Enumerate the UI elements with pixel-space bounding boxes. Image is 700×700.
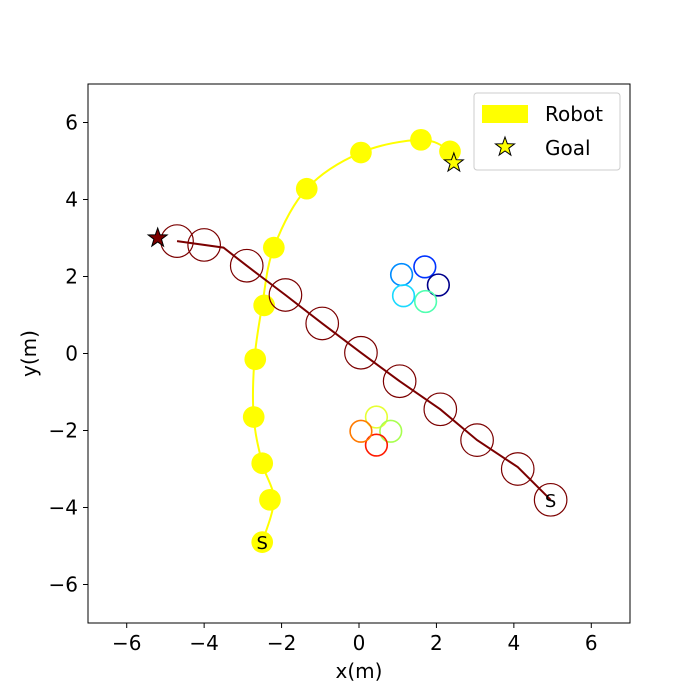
agent-position <box>460 423 494 457</box>
agent-position <box>268 278 303 312</box>
agent-position <box>229 248 264 283</box>
x-tick-label: 0 <box>353 631 366 655</box>
x-axis-label: x(m) <box>336 659 383 683</box>
robot-position <box>251 531 274 553</box>
robot-position <box>253 294 275 317</box>
obstacle-circle <box>389 262 414 287</box>
agent-trajectory <box>176 240 552 501</box>
robot-goal-star <box>442 151 465 173</box>
robot-start-label: S <box>256 533 267 554</box>
x-tick-label: 4 <box>507 631 520 655</box>
agent-position <box>500 452 535 486</box>
y-axis-label: y(m) <box>17 330 41 377</box>
obstacle-circle <box>391 284 416 308</box>
legend-robot-label: Robot <box>545 102 603 126</box>
x-tick-label: 2 <box>430 631 443 655</box>
x-tick-label: 6 <box>585 631 598 655</box>
robot-trajectory <box>252 138 455 543</box>
robot-position <box>410 128 432 151</box>
agent-position <box>533 482 568 517</box>
robot-position <box>350 141 372 164</box>
markers-layer: SS <box>146 151 556 554</box>
legend-goal-label: Goal <box>545 136 591 160</box>
robot-position <box>439 140 461 163</box>
robot-position <box>242 406 265 428</box>
y-tick-label: 6 <box>65 111 78 135</box>
obstacle-circle <box>349 419 373 443</box>
agent-position <box>344 335 378 370</box>
obstacle-circle <box>364 433 389 457</box>
y-tick-label: −4 <box>49 496 78 520</box>
agent-goal-star <box>146 226 169 248</box>
x-tick-label: −4 <box>189 631 218 655</box>
trajectories-layer <box>176 138 552 543</box>
x-tick-label: −2 <box>267 631 296 655</box>
y-tick-label: −6 <box>49 573 78 597</box>
bodies-layer <box>160 128 568 553</box>
robot-position <box>262 236 285 259</box>
y-tick-label: 0 <box>65 342 78 366</box>
obstacle-circle <box>426 273 451 297</box>
obstacle-circle <box>413 255 437 279</box>
robot-position <box>259 488 281 511</box>
legend-goal-star-icon <box>494 135 516 157</box>
obstacle-circle <box>379 419 403 443</box>
y-tick-label: 4 <box>65 188 78 212</box>
legend-robot-swatch <box>482 105 528 123</box>
agent-position <box>382 364 417 399</box>
obstacle-circle <box>413 289 438 314</box>
legend: Robot Goal <box>473 92 621 171</box>
agent-position <box>423 392 458 427</box>
ticks-layer: −6 −4 −2 0 2 4 6 −6 −4 −2 0 2 4 6 <box>49 111 598 656</box>
agent-position <box>305 306 340 341</box>
agent-start-label: S <box>545 491 556 512</box>
y-tick-label: 2 <box>65 265 78 289</box>
robot-position <box>251 452 274 475</box>
robot-position <box>244 348 267 371</box>
agent-position <box>187 228 222 262</box>
x-tick-label: −6 <box>112 631 141 655</box>
y-tick-label: −2 <box>49 419 78 443</box>
obstacle-circle <box>364 405 389 429</box>
robot-position <box>295 177 318 200</box>
